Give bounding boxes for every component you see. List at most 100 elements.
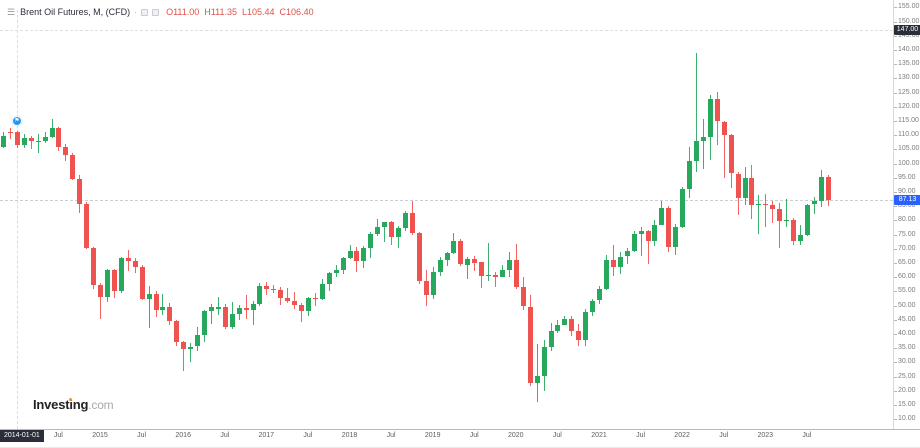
- price-tick-label: 35.00: [898, 344, 916, 352]
- time-tick-label: 2017: [258, 432, 275, 439]
- price-tick-label: 155.00: [898, 3, 920, 11]
- price-tick-mark: [894, 92, 897, 94]
- time-axis[interactable]: Jul 2015 Jul 2016 Jul 2017 Jul 2018 Jul 2019 Jul 20…: [0, 429, 920, 442]
- time-tick-label: 2022: [674, 432, 690, 439]
- high-value: H111.35: [204, 7, 237, 17]
- menu-icon[interactable]: ☰: [7, 6, 16, 17]
- time-tick-label: Jul: [303, 432, 313, 439]
- time-tick-label: 2015: [92, 432, 108, 439]
- price-tick-label: 40.00: [898, 330, 916, 337]
- price-tick-mark: [894, 149, 897, 151]
- time-tick-label: Jul: [469, 432, 479, 439]
- price-tick-mark: [894, 405, 897, 406]
- price-tick-label: 105.00: [898, 145, 920, 153]
- news-flag-marker[interactable]: ⚑: [11, 116, 22, 126]
- price-tick-label: 130.00: [898, 74, 920, 82]
- time-tick-label: Jul: [137, 432, 147, 439]
- last-price-line: [0, 200, 893, 202]
- price-tick-label: 90.00: [898, 188, 916, 195]
- price-tick-mark: [894, 291, 897, 293]
- price-tick-mark: [894, 263, 897, 264]
- price-tick-label: 15.00: [898, 401, 916, 408]
- price-tick-mark: [894, 78, 897, 80]
- price-tick-mark: [894, 50, 897, 51]
- price-tick-mark: [894, 277, 897, 279]
- price-tick-label: 10.00: [898, 415, 916, 423]
- last-price-badge: 87.13: [894, 195, 920, 206]
- price-tick-label: 30.00: [898, 358, 916, 366]
- price-tick-mark: [894, 121, 897, 122]
- price-tick-label: 110.00: [898, 131, 919, 139]
- price-tick-label: 135.00: [898, 60, 920, 68]
- price-tick-mark: [894, 21, 897, 23]
- price-tick-label: 80.00: [898, 216, 916, 224]
- plot-area[interactable]: ⚑: [0, 0, 893, 429]
- price-tick-label: 125.00: [898, 88, 920, 96]
- price-tick-label: 70.00: [898, 244, 916, 252]
- price-tick-mark: [894, 220, 897, 222]
- price-tick-mark: [894, 305, 897, 307]
- price-tick-mark: [894, 163, 897, 165]
- visibility-icon[interactable]: [141, 8, 149, 16]
- price-tick-label: 45.00: [898, 315, 916, 323]
- price-tick-label: 115.00: [898, 117, 919, 124]
- investing-logo[interactable]: Investing.com: [33, 397, 114, 412]
- price-tick-label: 140.00: [898, 46, 920, 53]
- time-tick-label: 2021: [591, 432, 607, 439]
- price-tick-mark: [894, 64, 897, 66]
- time-tick-label: Jul: [53, 432, 63, 439]
- price-tick-mark: [894, 192, 897, 193]
- ohlc-values: O111.00 H111.35 L105.44 C106.40: [166, 7, 313, 17]
- price-tick-mark: [894, 7, 897, 9]
- crosshair-horizontal-line: [0, 30, 893, 32]
- price-tick-label: 25.00: [898, 372, 916, 380]
- symbol-title[interactable]: Brent Oil Futures, M, (CFD): [20, 7, 131, 17]
- time-tick-label: 2023: [757, 432, 774, 439]
- crosshair-price-badge: 147.00: [894, 25, 920, 36]
- price-tick-mark: [894, 390, 897, 392]
- chart-legend: ☰ Brent Oil Futures, M, (CFD) · O111.00 …: [7, 5, 314, 19]
- price-tick-label: 95.00: [898, 173, 916, 181]
- price-tick-mark: [894, 106, 897, 108]
- logo-text: Investing: [33, 397, 89, 412]
- price-tick-mark: [894, 234, 897, 236]
- price-tick-mark: [894, 135, 897, 137]
- price-tick-mark: [894, 319, 897, 321]
- price-tick-label: 60.00: [898, 273, 916, 281]
- time-tick-label: Jul: [636, 432, 646, 439]
- price-tick-mark: [894, 177, 897, 179]
- price-tick-label: 150.00: [898, 17, 920, 25]
- price-tick-mark: [894, 35, 897, 37]
- price-tick-label: 120.00: [898, 102, 920, 110]
- price-tick-label: 85.00: [898, 202, 916, 210]
- price-tick-label: 65.00: [898, 259, 916, 266]
- logo-orange-dot: [69, 398, 72, 401]
- close-value: C106.40: [279, 7, 314, 17]
- price-tick-label: 50.00: [898, 301, 916, 309]
- price-tick-mark: [894, 248, 897, 250]
- price-tick-mark: [894, 362, 897, 364]
- logo-suffix: .com: [88, 398, 114, 412]
- price-tick-label: 145.00: [898, 31, 920, 39]
- price-tick-mark: [894, 334, 897, 335]
- time-tick-label: 2020: [508, 432, 524, 439]
- settings-icon[interactable]: [152, 8, 160, 16]
- price-tick-mark: [894, 206, 897, 208]
- time-tick-label: Jul: [552, 432, 562, 439]
- time-tick-label: 2018: [341, 432, 358, 439]
- price-tick-label: 55.00: [898, 287, 916, 295]
- price-tick-label: 20.00: [898, 386, 916, 394]
- price-tick-label: 75.00: [898, 230, 916, 238]
- price-axis[interactable]: 155.00 150.00 145.00 140.00 135.00 130.00 125.…: [893, 0, 920, 429]
- time-tick-label: Jul: [802, 432, 812, 439]
- legend-separator: ·: [134, 7, 138, 17]
- crosshair-vertical-line: [16, 10, 18, 429]
- time-tick-label: Jul: [386, 432, 396, 439]
- price-tick-mark: [894, 419, 897, 421]
- low-value: L105.44: [242, 7, 275, 17]
- price-tick-label: 100.00: [898, 159, 920, 167]
- time-tick-label: 2016: [175, 432, 191, 439]
- time-tick-label: Jul: [719, 432, 729, 439]
- open-value: O111.00: [166, 7, 200, 17]
